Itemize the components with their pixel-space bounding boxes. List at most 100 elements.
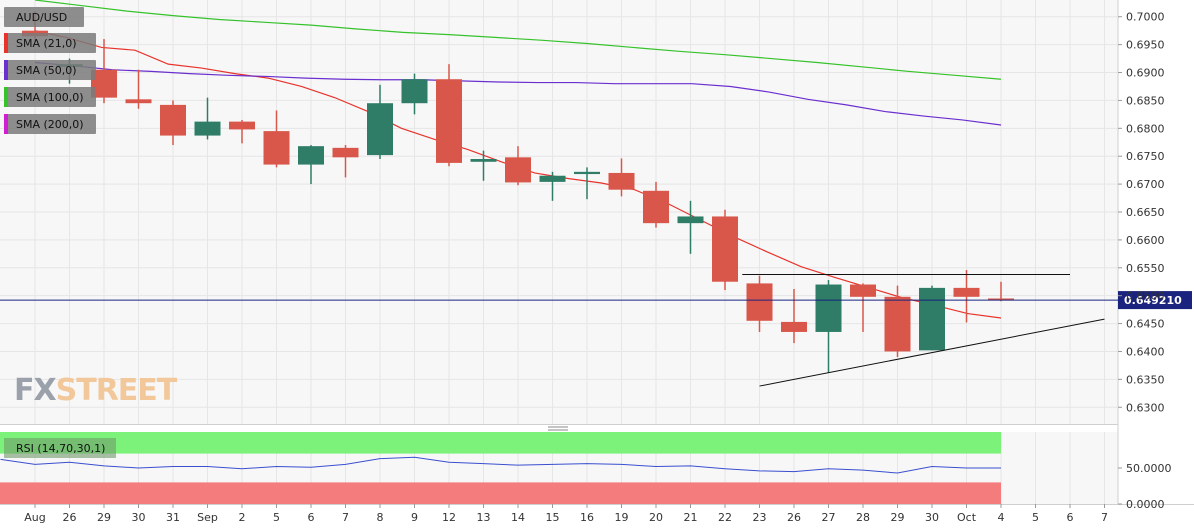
legend-sma200: SMA (200,0) [4, 114, 96, 134]
y-tick-label: 0.6900 [1126, 67, 1165, 80]
legend-sma21-swatch [4, 33, 8, 53]
candle [436, 64, 462, 167]
x-tick-label: 19 [615, 511, 629, 524]
sma50-line [34, 61, 1002, 126]
rsi-y-tick-label: 50.0000 [1126, 462, 1172, 475]
x-tick-label: 22 [718, 511, 732, 524]
legend-sma21: SMA (21,0) [4, 33, 96, 53]
x-tick-label: 21 [684, 511, 698, 524]
x-tick-label: 5 [1032, 511, 1039, 524]
rsi-y-tick-label: 0.0000 [1126, 498, 1165, 511]
legend-sma100-swatch [4, 87, 8, 107]
candle-body [712, 216, 738, 282]
candle [332, 145, 359, 178]
x-tick-label: 8 [377, 511, 384, 524]
candle-body [850, 284, 876, 297]
candle [746, 275, 773, 332]
x-tick-label: Oct [957, 511, 977, 524]
legend-sma200-label: SMA (200,0) [16, 118, 84, 131]
candle-body [470, 159, 497, 162]
x-tick-label: 15 [546, 511, 560, 524]
trend-lines [742, 273, 1105, 387]
x-tick-label: 13 [477, 511, 491, 524]
x-tick-label: 26 [63, 511, 77, 524]
svg-text:FXSTREET: FXSTREET [14, 373, 178, 408]
candle-body [919, 287, 945, 351]
rsi-overbought-band [0, 432, 1001, 454]
y-tick-label: 0.6350 [1126, 373, 1165, 386]
candle-body [367, 103, 393, 156]
candle [229, 119, 255, 144]
y-tick-label: 0.6850 [1126, 94, 1165, 107]
x-tick-label: 26 [787, 511, 801, 524]
candle [677, 200, 704, 254]
x-tick-label: 30 [132, 511, 146, 524]
candle-body [505, 157, 531, 183]
candle [470, 150, 497, 181]
x-tick-label: 29 [97, 511, 111, 524]
current-price-tag [1118, 291, 1192, 310]
candle-body [539, 175, 566, 182]
date-axis[interactable]: Aug 26 29 30 31 Sep 2 5 6 7 8 9 12 13 14 15 16 19 20 21 22 23… [24, 504, 1108, 524]
current-price-value: 0.649210 [1124, 294, 1182, 307]
legend-symbol: AUD/USD [4, 7, 84, 27]
x-tick-label: 31 [166, 511, 180, 524]
support-line [759, 318, 1105, 387]
y-tick-label: 0.6400 [1126, 345, 1165, 358]
candle [712, 209, 738, 291]
candle [781, 288, 807, 344]
candle [574, 167, 600, 200]
y-tick-label: 0.6600 [1126, 234, 1165, 247]
candle [643, 181, 669, 228]
x-tick-label: 6 [1067, 511, 1074, 524]
legend-sma200-swatch [4, 114, 8, 134]
candle [539, 171, 566, 201]
y-tick-label: 0.7000 [1126, 11, 1165, 24]
x-tick-label: 29 [891, 511, 905, 524]
candle [608, 158, 635, 197]
candle [401, 73, 428, 115]
x-tick-label: Sep [197, 511, 218, 524]
indicator-legend: AUD/USD SMA (21,0) SMA (50,0) SMA (100,0) SM… [4, 7, 116, 458]
y-tick-label: 0.6500 [1126, 290, 1165, 303]
legend-sma100-label: SMA (100,0) [16, 91, 84, 104]
legend-sma100: SMA (100,0) [4, 87, 96, 107]
candle [160, 100, 186, 146]
x-tick-label: 20 [649, 511, 663, 524]
price-axis[interactable]: 0.6300 0.6350 0.6400 0.6450 0.6500 0.6550 0.66… [1118, 11, 1165, 415]
candle-body [298, 146, 324, 165]
candle-body [746, 283, 773, 321]
sma100-line [34, 0, 1002, 80]
candle [884, 285, 911, 358]
legend-rsi: RSI (14,70,30,1) [4, 438, 116, 458]
candle-body [332, 147, 359, 158]
rsi-polyline [0, 456, 1001, 474]
watermark-part2: STREET [56, 373, 178, 408]
candle-body [194, 121, 221, 136]
y-tick-label: 0.6550 [1126, 262, 1165, 275]
x-tick-label: 28 [856, 511, 870, 524]
candle [850, 283, 876, 332]
candle-body [436, 79, 462, 163]
pane-resize-handle[interactable] [548, 426, 568, 431]
candle [367, 84, 393, 159]
legend-sma100-bg [4, 87, 96, 107]
legend-sma21-bg [4, 33, 96, 53]
candle-body [263, 131, 290, 165]
legend-symbol-label: AUD/USD [16, 11, 67, 24]
price-grid [0, 0, 1118, 424]
x-tick-label: 27 [822, 511, 836, 524]
x-tick-label: 16 [580, 511, 594, 524]
candle-body [815, 284, 842, 332]
rsi-axis[interactable]: 50.0000 0.0000 [1118, 462, 1172, 511]
legend-sma50: SMA (50,0) [4, 60, 96, 80]
x-tick-label: 7 [342, 511, 349, 524]
x-tick-label: 9 [411, 511, 418, 524]
rsi-line [0, 456, 1001, 474]
y-tick-label: 0.6300 [1126, 401, 1165, 414]
candle-body [643, 190, 669, 224]
x-tick-label: 6 [308, 511, 315, 524]
candle [505, 146, 531, 186]
legend-rsi-bg [4, 438, 116, 458]
